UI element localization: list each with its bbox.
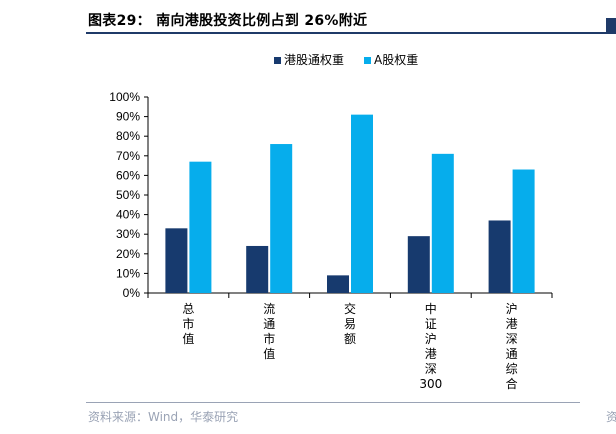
category-label-3: 交易额 [344, 301, 356, 346]
legend-label-2: A股权重 [374, 53, 418, 67]
y-tick-label: 60% [116, 168, 140, 182]
y-tick-label: 10% [116, 266, 140, 280]
y-tick-label: 20% [116, 247, 140, 261]
y-tick-label: 40% [116, 208, 140, 222]
y-tick-label: 90% [116, 110, 140, 124]
source-rule [86, 402, 580, 403]
y-tick-label: 0% [123, 286, 141, 300]
right-edge-block [606, 18, 616, 34]
bar-series1-3 [327, 275, 349, 293]
bar-series1-1 [165, 228, 188, 293]
legend-swatch-2 [364, 57, 371, 64]
source-note: 资料来源：Wind，华泰研究 [88, 410, 239, 424]
title-rule [86, 32, 616, 34]
bar-series1-4 [407, 236, 430, 293]
bar-series2-5 [512, 169, 535, 293]
y-tick-label: 80% [116, 129, 140, 143]
y-tick-label: 50% [116, 188, 140, 202]
chart-title: 图表29： 南向港股投资比例占到 26%附近 [88, 13, 368, 29]
category-label-1: 总市值 [182, 302, 194, 346]
category-label-5: 沪港深通综合 [506, 302, 518, 391]
legend-label-1: 港股通权重 [284, 53, 344, 67]
legend-swatch-1 [274, 57, 281, 64]
category-label-4: 中证沪港深 300 [419, 301, 442, 391]
bar-series2-2 [270, 144, 293, 293]
bar-series1-5 [488, 220, 511, 293]
y-tick-label: 100% [109, 90, 140, 104]
bar-series2-1 [189, 161, 212, 293]
y-tick-label: 70% [116, 149, 140, 163]
bar-series1-2 [246, 245, 269, 293]
bar-series2-3 [351, 114, 373, 293]
y-tick-label: 30% [116, 227, 140, 241]
bar-series2-4 [431, 153, 454, 293]
category-label-2: 流通市值 [263, 302, 275, 361]
right-stub-text: 资 [606, 410, 616, 424]
